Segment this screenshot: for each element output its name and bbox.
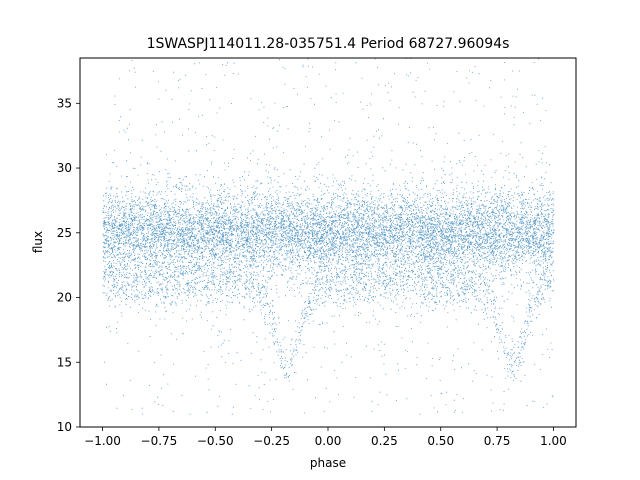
x-tick-label: 0.00 (315, 434, 342, 448)
data-points (102, 58, 555, 415)
y-tick-label: 30 (57, 161, 72, 175)
x-axis: −1.00 −0.75 −0.50 −0.25 0.00 0.25 0.50 0.75 1.00 (84, 427, 567, 448)
y-tick-label: 10 (57, 420, 72, 434)
y-axis: 10 15 20 25 30 35 (57, 96, 80, 434)
y-tick-label: 20 (57, 291, 72, 305)
x-axis-label: phase (310, 456, 346, 470)
x-tick-label: 0.75 (484, 434, 511, 448)
x-tick-label: −0.25 (253, 434, 290, 448)
x-tick-label: 1.00 (540, 434, 567, 448)
scatter-points (102, 58, 555, 415)
x-tick-label: −0.75 (141, 434, 178, 448)
x-tick-label: 0.25 (371, 434, 398, 448)
chart-title: 1SWASPJ114011.28-035751.4 Period 68727.9… (147, 36, 510, 52)
x-tick-label: −0.50 (197, 434, 234, 448)
x-tick-label: −1.00 (84, 434, 121, 448)
y-tick-label: 25 (57, 226, 72, 240)
y-tick-label: 35 (57, 96, 72, 110)
x-tick-label: 0.50 (427, 434, 454, 448)
y-axis-label: flux (31, 231, 45, 253)
y-tick-label: 15 (57, 355, 72, 369)
